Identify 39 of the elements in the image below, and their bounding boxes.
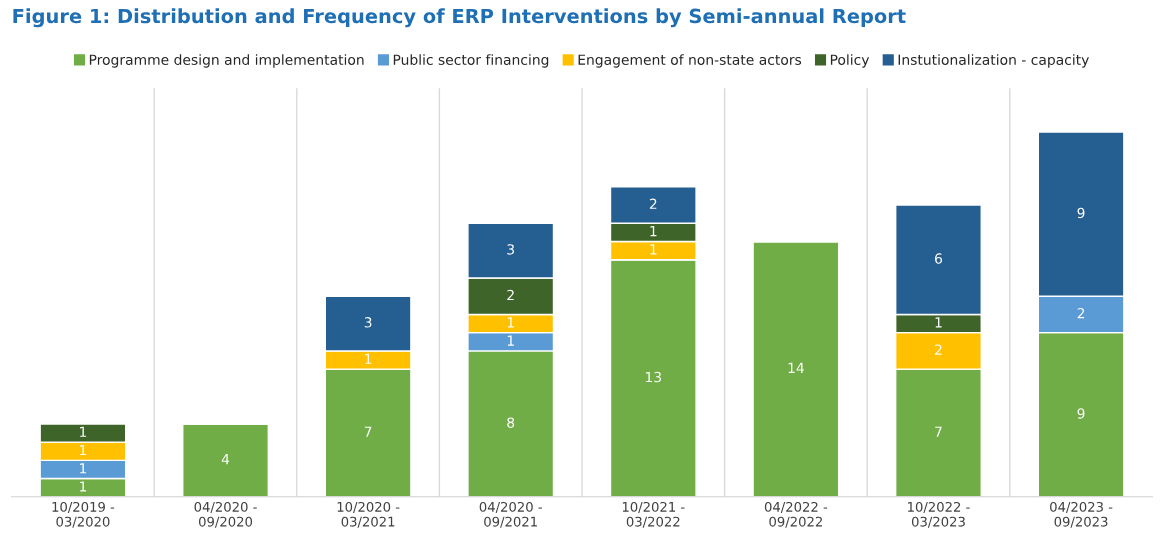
data-label: 1 — [935, 317, 942, 328]
data-label: 1 — [80, 444, 87, 456]
data-label: 1 — [80, 463, 87, 474]
data-label: 3 — [507, 244, 515, 255]
data-label: 8 — [507, 417, 515, 428]
data-label: 1 — [650, 244, 657, 255]
legend-label: Policy — [830, 54, 870, 68]
x-tick-label: 04/2020 - 09/2020 — [194, 501, 257, 528]
legend-label: Engagement of non-state actors — [578, 54, 802, 68]
data-label: 2 — [1077, 307, 1085, 319]
data-label: 3 — [364, 317, 372, 328]
data-label: 9 — [1077, 207, 1085, 219]
data-label: 2 — [507, 289, 514, 301]
data-label: 2 — [649, 198, 657, 209]
x-tick-label: 04/2020 - 09/2021 — [479, 501, 542, 528]
data-label: 9 — [1077, 408, 1085, 419]
data-label: 1 — [507, 335, 514, 346]
data-label: 2 — [935, 344, 942, 355]
chart-title: Figure 1: Distribution and Frequency of ERP Interventions by Semi-annual Report — [13, 8, 906, 28]
legend-label: Programme design and implementation — [89, 54, 364, 68]
data-label: 14 — [788, 362, 804, 373]
x-tick-label: 04/2023 - 09/2023 — [1050, 501, 1113, 528]
data-label: 4 — [221, 454, 230, 465]
data-label: 1 — [80, 426, 87, 437]
data-label: 1 — [80, 481, 87, 492]
data-label: 6 — [935, 253, 943, 264]
data-label: 7 — [364, 426, 372, 437]
legend-label: Public sector financing — [393, 54, 549, 68]
x-tick-label: 10/2022 - 03/2023 — [908, 501, 970, 528]
data-label: 13 — [645, 371, 662, 383]
data-label: 1 — [650, 226, 657, 237]
x-tick-label: 04/2022 - 09/2022 — [764, 501, 828, 528]
x-tick-label: 10/2020 - 03/2021 — [337, 501, 400, 528]
data-label: 7 — [935, 426, 942, 437]
x-tick-label: 10/2019 - 03/2020 — [52, 501, 115, 528]
legend-label: Instutionalization - capacity — [898, 54, 1089, 68]
data-label: 1 — [365, 353, 372, 364]
x-tick-label: 10/2021 - 03/2022 — [622, 501, 685, 528]
data-label: 1 — [507, 317, 514, 328]
